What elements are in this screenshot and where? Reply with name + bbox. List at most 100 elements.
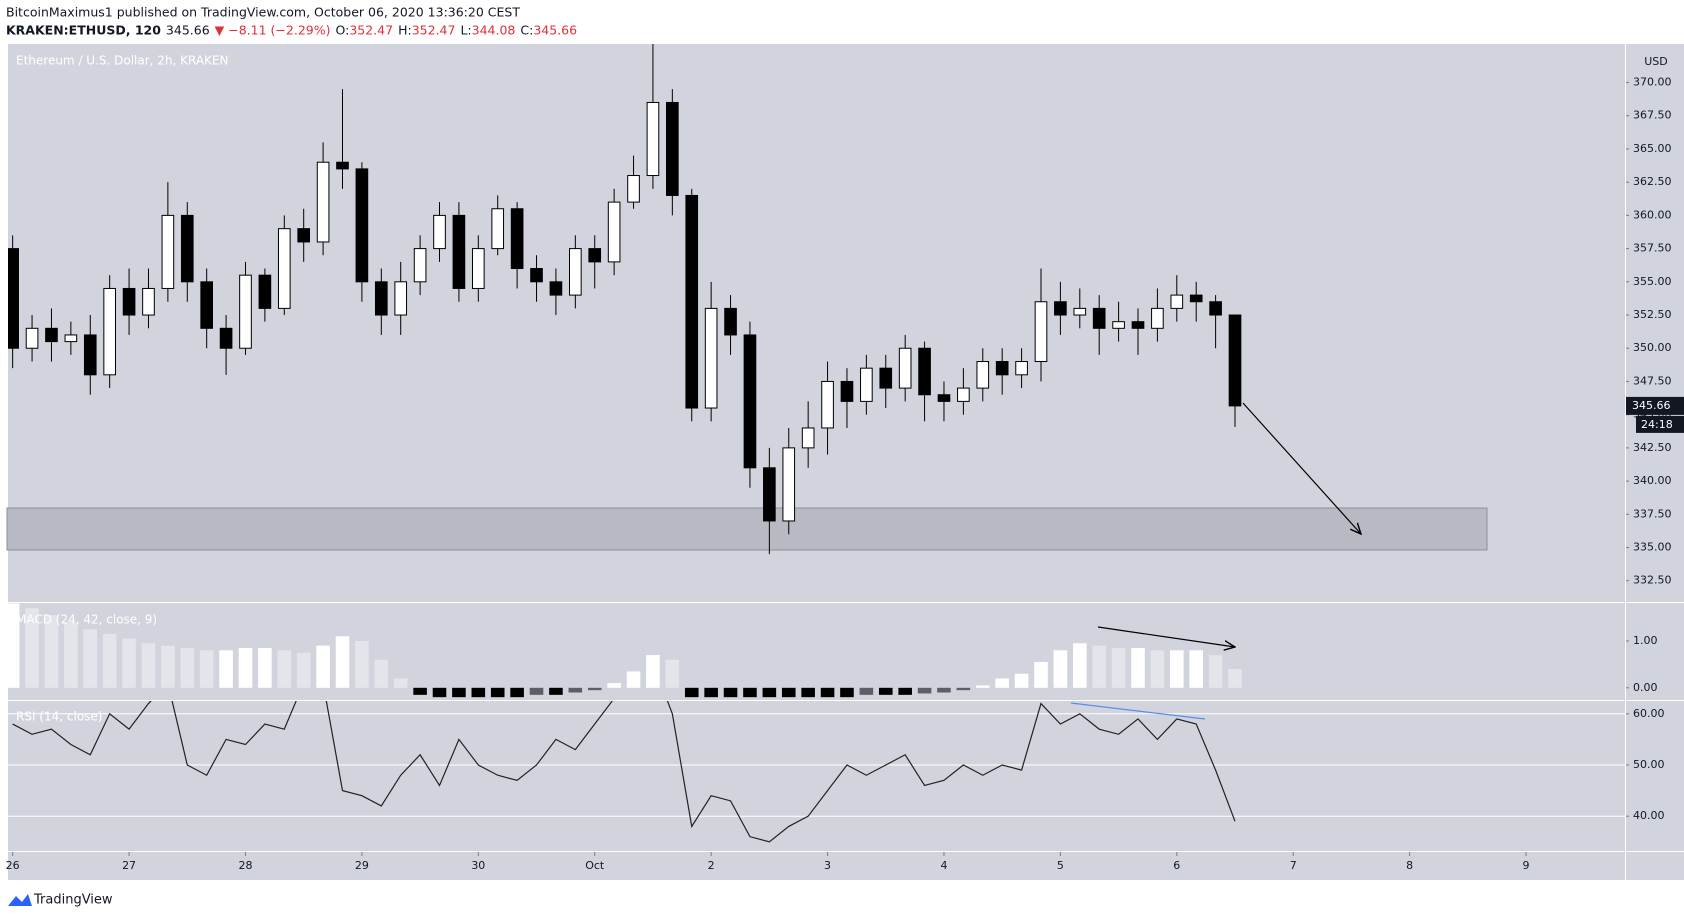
histogram-bar	[820, 687, 835, 698]
countdown-tag	[1636, 415, 1684, 433]
candle-body	[607, 201, 621, 263]
histogram-bar	[898, 687, 912, 695]
candle-body	[25, 327, 39, 349]
candle-body	[840, 380, 854, 402]
histogram-bar	[1170, 650, 1184, 688]
y-tick-label: 367.50	[1633, 109, 1672, 122]
candle-body	[1209, 301, 1222, 316]
candle-body	[724, 307, 737, 336]
rsi-divergence-line	[1070, 702, 1206, 720]
candle-body	[588, 248, 602, 263]
x-tick-label: 7	[1290, 859, 1297, 872]
y-tick-label: 365.00	[1633, 142, 1672, 155]
histogram-bar	[335, 636, 350, 688]
x-tick-label: 27	[122, 859, 136, 872]
histogram-bar	[956, 687, 971, 691]
pane-candlestick	[8, 44, 1242, 555]
candle-body	[957, 387, 970, 402]
y-tick-label: 340.00	[1633, 474, 1672, 487]
histogram-bar	[568, 687, 583, 693]
histogram-bar	[840, 687, 854, 698]
y-tick-label: 342.50	[1633, 441, 1672, 454]
candle-body	[103, 287, 116, 376]
histogram-bar	[490, 687, 505, 698]
macd-legend: MACD (24, 42, close, 9)	[16, 613, 157, 627]
y-tick-label: 347.50	[1633, 374, 1672, 387]
candle-body	[83, 334, 97, 376]
candle-body	[879, 367, 893, 389]
y-tick-label: 355.00	[1633, 275, 1672, 288]
candle-body	[860, 367, 873, 402]
header-field: KRAKEN:ETHUSD, 120	[6, 23, 161, 38]
header-field: 344.08	[472, 23, 516, 38]
histogram-bar	[64, 622, 78, 688]
y-tick-label: 40.00	[1633, 809, 1665, 822]
x-tick-label: 8	[1406, 859, 1413, 872]
x-tick-label: 9	[1523, 859, 1530, 872]
x-tick-label: 5	[1057, 859, 1064, 872]
candle-body	[763, 467, 776, 522]
y-tick-label: 332.50	[1633, 574, 1672, 587]
header-field: 352.47	[412, 23, 456, 38]
histogram-bar	[975, 685, 990, 688]
projection-arrow	[1242, 402, 1361, 534]
histogram-bar	[374, 659, 389, 688]
y-tick-label: 357.50	[1633, 242, 1672, 255]
x-tick-label: Oct	[585, 859, 605, 872]
y-tick-label: 50.00	[1633, 758, 1665, 771]
candle-body	[161, 214, 175, 289]
currency: USD	[1644, 55, 1668, 68]
histogram-bar	[258, 647, 272, 688]
histogram-bar	[296, 652, 311, 688]
candle-body	[898, 347, 912, 389]
candle-body	[995, 361, 1009, 376]
histogram-bar	[665, 659, 680, 688]
candle-body	[1228, 314, 1242, 407]
header-field: 352.47	[349, 23, 393, 38]
candle-body	[200, 281, 214, 329]
candle-body	[1112, 321, 1125, 329]
candle-body	[355, 168, 369, 283]
histogram-bar	[684, 687, 699, 698]
histogram-bar	[1014, 673, 1029, 688]
candle-body	[394, 281, 408, 316]
symbol-line: KRAKEN:ETHUSD, 120 345.66 ▼ −8.11 (−2.29%)…	[6, 23, 577, 38]
histogram-bar	[44, 615, 59, 688]
histogram-bar	[413, 687, 427, 695]
candle-body	[374, 281, 388, 316]
candle-body	[646, 101, 660, 177]
rsi-pane	[8, 701, 1625, 851]
price-axis	[1626, 44, 1684, 880]
histogram-bar	[219, 650, 233, 688]
histogram-bar	[316, 645, 330, 688]
candle-body	[413, 248, 427, 283]
candle-body	[1073, 307, 1087, 316]
candle-body	[258, 274, 272, 309]
header-field: L:	[460, 23, 471, 38]
histogram-bar	[432, 687, 447, 698]
candle-body	[666, 101, 679, 196]
histogram-bar	[1150, 650, 1165, 688]
candle-body	[976, 361, 990, 389]
candle-body	[1189, 294, 1203, 303]
candle-body	[491, 208, 505, 250]
histogram-bar	[277, 650, 292, 688]
histogram-bar	[8, 603, 20, 688]
header-field: H:	[398, 23, 412, 38]
histogram-bar	[743, 687, 757, 698]
candle-body	[821, 380, 834, 429]
y-tick-label: 337.50	[1633, 507, 1672, 520]
price-tag	[1626, 396, 1684, 415]
candle-body	[1015, 361, 1028, 376]
candle-body	[297, 228, 311, 243]
candle-body	[685, 194, 699, 409]
candle-body	[549, 281, 563, 296]
histogram-bar	[1189, 650, 1203, 688]
candle-body	[316, 161, 330, 243]
candle-body	[569, 248, 582, 296]
histogram-bar	[1228, 669, 1242, 688]
y-tick-label: 360.00	[1633, 208, 1672, 221]
histogram-bar	[646, 655, 660, 688]
logo: TradingView	[8, 893, 113, 908]
chart-title: Ethereum / U.S. Dollar, 2h, KRAKEN	[16, 54, 229, 68]
